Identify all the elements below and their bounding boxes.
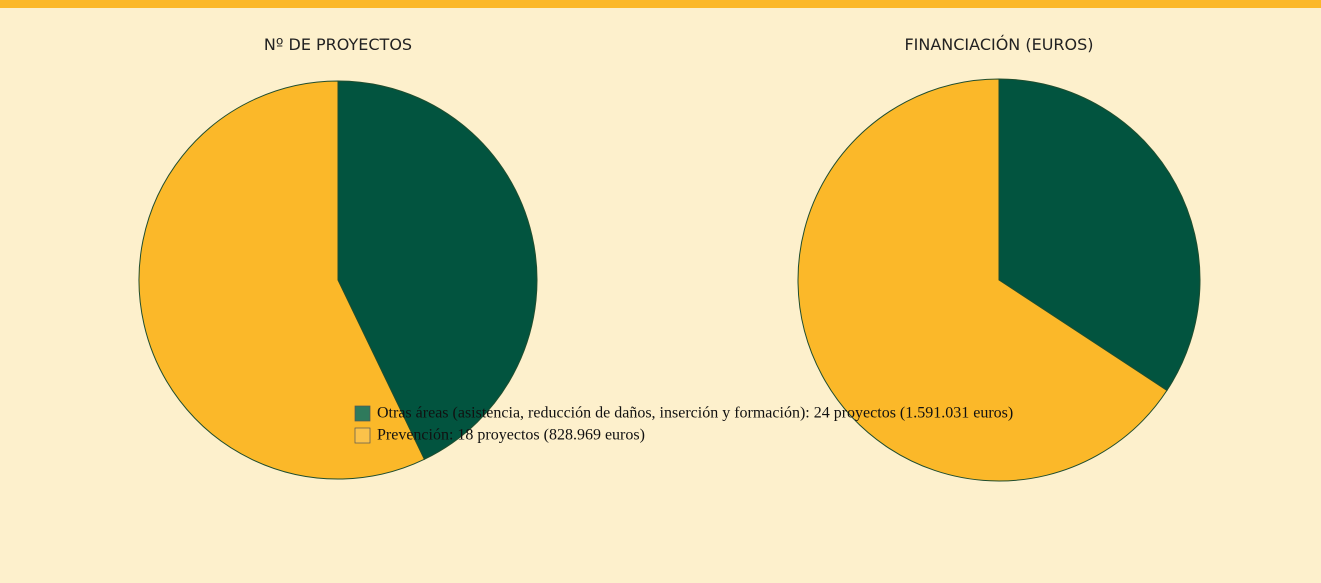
- pie-slice: [337, 80, 538, 460]
- legend-swatch: [354, 427, 371, 444]
- pie-slice: [797, 78, 1168, 482]
- legend-label: Otras áreas (asistencia, reducción de da…: [377, 405, 1013, 422]
- pie-title: FINANCIACIÓN (EUROS): [904, 35, 1093, 54]
- pie-slice: [138, 80, 426, 480]
- pie-title: Nº DE PROYECTOS: [264, 35, 412, 54]
- legend-label: Prevención: 18 proyectos (828.969 euros): [377, 427, 645, 444]
- legend-swatch: [354, 405, 371, 422]
- top-bar: [0, 0, 1321, 8]
